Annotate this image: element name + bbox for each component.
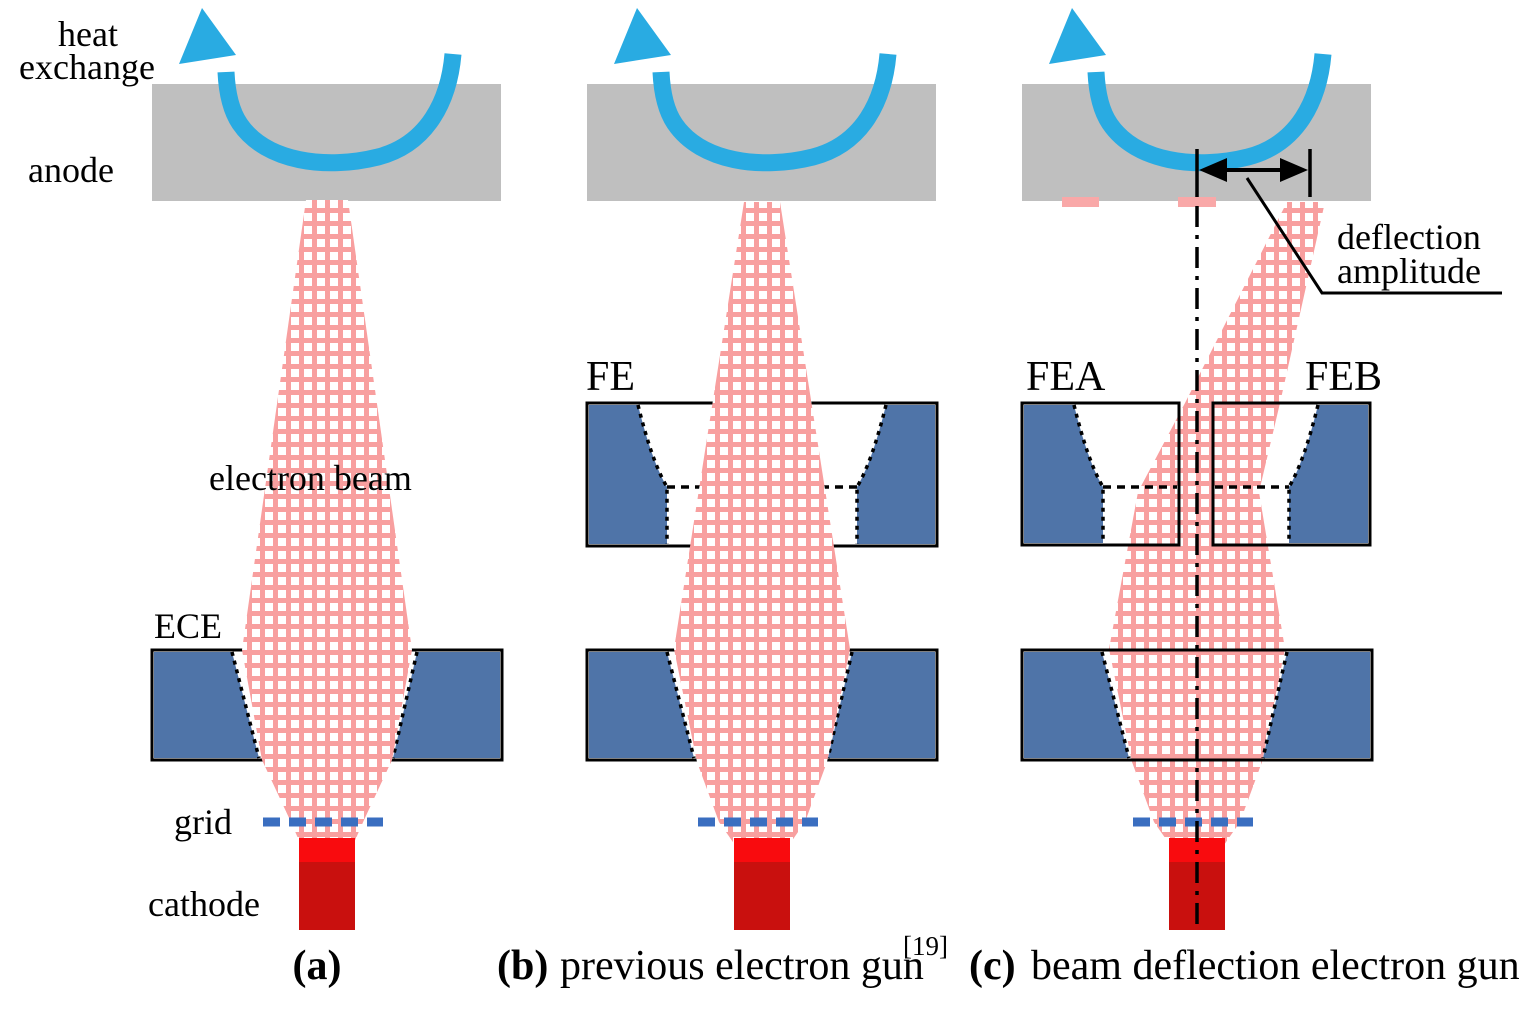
anode-label: anode: [28, 150, 114, 190]
electrode-dotted-edge-left-c: [1100, 651, 1131, 759]
deflection-measure-c: [1195, 149, 1502, 295]
ece-label: ECE: [154, 606, 222, 646]
fe-blue-right: [857, 405, 935, 544]
deflection-pointer-line: [1245, 177, 1502, 295]
feb-dotted-edge: [1287, 404, 1320, 543]
cathode-a: [299, 838, 355, 930]
caption-b-text: previous electron gun: [560, 943, 924, 989]
fea-dotted-edge: [1072, 404, 1105, 543]
fe-dotted-edge-right: [855, 404, 888, 544]
measure-arrow-head-right: [1280, 158, 1308, 182]
electron-beam-shape-b: [674, 202, 850, 845]
figure-labels: heat exchange anode electron beam ECE gr…: [19, 14, 1481, 924]
electrode-blue-left-c: [1024, 652, 1129, 758]
caption-a: (a): [293, 943, 342, 989]
panel-a: [150, 8, 504, 930]
fea-electrode-c: [1020, 401, 1181, 547]
grid-label: grid: [174, 802, 232, 842]
feb-electrode-c: [1211, 401, 1372, 547]
caption-b-prefix: (b): [497, 943, 548, 989]
fea-box: [1020, 401, 1181, 547]
fe-label: FE: [586, 354, 635, 400]
panel-b: [585, 8, 939, 930]
measure-arrow-head-left: [1199, 158, 1227, 182]
caption-c-text: beam deflection electron gun: [1031, 943, 1520, 989]
figure-captions: (a) (b) previous electron gun [19] (c) b…: [293, 931, 1520, 989]
electron-beam-label: electron beam: [209, 458, 412, 498]
feb-blue-right: [1289, 405, 1368, 543]
cathode-b: [734, 838, 790, 930]
caption-c-prefix: (c): [969, 943, 1016, 989]
deflection-amplitude-label-line1: deflection: [1337, 217, 1481, 257]
panel-c: [1020, 8, 1502, 932]
cathode-label: cathode: [148, 884, 260, 924]
caption-b-reference: [19]: [903, 931, 948, 961]
beam-footprint-center-c: [1178, 197, 1216, 207]
fe-dotted-edge-left: [636, 404, 669, 544]
feb-box: [1211, 401, 1372, 547]
fea-blue-left: [1024, 405, 1103, 543]
fe-blue-left: [589, 405, 667, 544]
lower-electrode-c: [1020, 648, 1374, 762]
beam-footprint-left-c: [1062, 197, 1099, 207]
electron-beam-shape-c: [1109, 202, 1325, 845]
heat-exchange-label-line2: exchange: [19, 47, 155, 87]
electrode-blue-right-c: [1263, 652, 1370, 758]
fea-label: FEA: [1026, 354, 1106, 400]
electron-beam-shape-a: [242, 200, 412, 845]
heat-exchange-label-line1: heat: [58, 14, 118, 54]
electrode-dotted-edge-right-c: [1261, 651, 1289, 759]
deflection-amplitude-label-line2: amplitude: [1337, 251, 1481, 291]
feb-label: FEB: [1305, 354, 1382, 400]
